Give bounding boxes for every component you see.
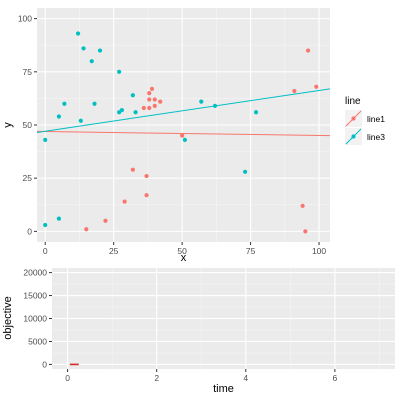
legend-label: line3 [367, 132, 385, 142]
top-axes: 0 25 50 75 100 0 25 50 75 100 [18, 14, 327, 256]
point-line3 [43, 137, 48, 142]
point-line3 [243, 169, 248, 174]
point-line1 [292, 88, 297, 94]
bottom-y-tick-label: 0 [42, 359, 47, 369]
top-x-tick-label: 0 [43, 246, 48, 256]
point-line3 [62, 101, 67, 106]
top-y-tick-label: 75 [23, 67, 33, 77]
point-line3 [43, 222, 48, 228]
point-line1 [144, 193, 149, 198]
point-line1 [152, 97, 157, 102]
point-line1 [147, 97, 152, 102]
top-x-tick-label: 75 [246, 246, 256, 256]
bottom-axes: 0 2 4 6 0 5000 10000 15000 20000 [23, 268, 337, 383]
point-line1 [130, 167, 135, 172]
top-y-tick-label: 100 [18, 14, 32, 24]
top-x-tick-label: 50 [177, 246, 187, 256]
point-line1 [305, 48, 311, 53]
point-line1 [147, 90, 152, 96]
point-line1 [84, 227, 89, 232]
point-line3 [78, 118, 83, 123]
bottom-grid [52, 268, 395, 369]
point-line3 [56, 216, 62, 221]
legend-key-point [351, 116, 356, 121]
legend-key-point [351, 134, 356, 139]
legend: line line1 line3 [345, 96, 385, 145]
top-y-tick-label: 50 [23, 120, 33, 130]
point-line3 [56, 114, 62, 119]
bottom-x-axis-title: time [213, 383, 234, 395]
top-marks [36, 31, 331, 234]
bottom-x-tick-label: 4 [243, 373, 248, 383]
point-line1 [303, 229, 308, 234]
point-line3 [89, 59, 94, 64]
point-line3 [199, 99, 204, 104]
top-y-tick-label: 25 [23, 173, 33, 183]
point-line3 [182, 137, 187, 142]
bottom-y-axis-title: objective [2, 296, 14, 339]
point-line1 [122, 199, 127, 204]
trend-line-line3 [36, 88, 331, 133]
bottom-y-tick-label: 15000 [23, 291, 47, 301]
top-grid [37, 8, 330, 242]
point-line3 [92, 101, 97, 106]
point-line1 [141, 105, 146, 111]
point-line1 [300, 203, 305, 208]
point-line3 [117, 69, 122, 74]
bottom-line-chart: 0 2 4 6 0 5000 10000 15000 20000 time objective [2, 268, 395, 395]
top-x-tick-label: 100 [312, 246, 326, 256]
bottom-y-tick-label: 20000 [23, 268, 47, 278]
point-line1 [147, 105, 152, 111]
bottom-x-tick-label: 0 [65, 373, 70, 383]
point-line1 [103, 218, 108, 223]
top-scatter-chart: 0 25 50 75 100 0 25 50 75 100 x y line line1 line3 [2, 8, 385, 264]
point-line3 [81, 46, 86, 51]
point-line1 [314, 84, 319, 89]
legend-label: line1 [367, 114, 385, 124]
point-line1 [149, 86, 155, 91]
bottom-x-tick-label: 6 [332, 373, 337, 383]
trend-line-line1 [36, 130, 331, 137]
point-line3 [97, 48, 103, 53]
point-line1 [144, 173, 149, 179]
legend-title: line [345, 96, 361, 107]
point-line3 [75, 31, 81, 36]
bottom-y-tick-label: 10000 [23, 314, 47, 324]
point-line1 [180, 133, 185, 138]
point-line1 [152, 103, 157, 108]
point-line3 [130, 93, 135, 98]
point-line3 [212, 103, 218, 108]
point-line1 [158, 99, 163, 104]
point-line3 [119, 108, 124, 113]
point-line3 [253, 110, 259, 115]
point-line3 [133, 110, 138, 115]
legend-keys: line1 line3 [345, 110, 385, 145]
bottom-x-tick-label: 2 [154, 373, 159, 383]
top-x-axis-title: x [181, 252, 187, 264]
top-x-tick-label: 25 [109, 246, 119, 256]
bottom-y-tick-label: 5000 [28, 336, 47, 346]
top-y-axis-title: y [2, 122, 14, 128]
top-y-tick-label: 0 [27, 226, 32, 236]
